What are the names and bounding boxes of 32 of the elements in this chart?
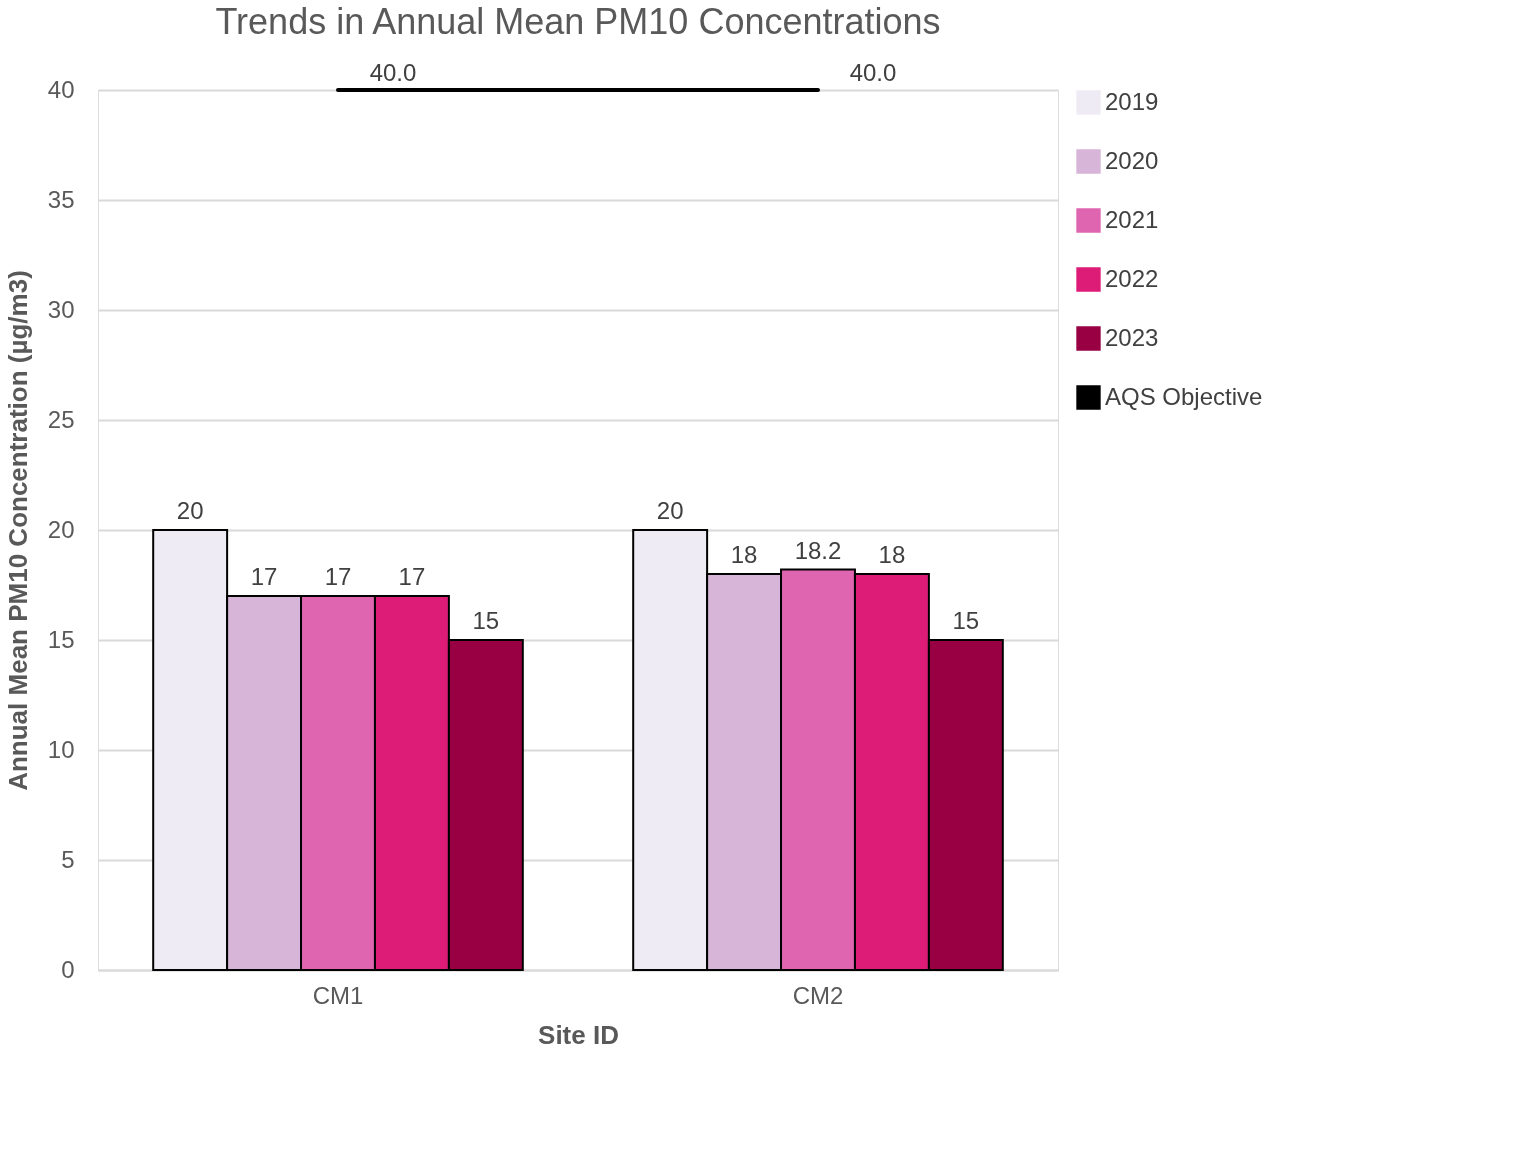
data-label: 20 <box>656 497 684 524</box>
data-label: 40.0 <box>849 59 897 86</box>
data-label: 18.2 <box>794 536 842 564</box>
y-tick-label: 20 <box>47 515 75 543</box>
y-tick-label: 15 <box>47 625 75 653</box>
y-tick-label: 35 <box>47 185 75 213</box>
data-label: 20 <box>176 497 204 524</box>
y-tick-label: 5 <box>61 845 75 873</box>
legend-label: 2022 <box>1105 264 1159 292</box>
legend-label: 2023 <box>1105 323 1159 351</box>
data-label: 18 <box>730 541 758 568</box>
x-axis-title: Site ID <box>538 1019 619 1050</box>
y-tick-label: 40 <box>47 75 75 103</box>
data-label: 18 <box>878 541 906 568</box>
y-tick-label: 25 <box>47 405 75 433</box>
data-label: 15 <box>472 607 500 634</box>
legend-label: 2020 <box>1105 146 1159 174</box>
x-tick-label: CM1 <box>312 981 364 1009</box>
legend-label: AQS Objective <box>1105 382 1263 410</box>
y-tick-label: 30 <box>47 295 75 323</box>
legend-label: 2019 <box>1105 87 1159 115</box>
chart-title: Trends in Annual Mean PM10 Concentrations <box>215 1 941 42</box>
data-label: 40.0 <box>369 59 417 86</box>
x-tick-label: CM2 <box>792 981 844 1009</box>
y-tick-label: 10 <box>47 735 75 763</box>
legend-label: 2021 <box>1105 205 1159 233</box>
y-axis-title: Annual Mean PM10 Concentration (µg/m3) <box>2 270 33 791</box>
data-label: 17 <box>398 563 426 590</box>
data-label: 15 <box>952 607 980 634</box>
y-tick-label: 0 <box>61 955 75 983</box>
data-label: 17 <box>250 563 278 590</box>
data-label: 17 <box>324 563 352 590</box>
